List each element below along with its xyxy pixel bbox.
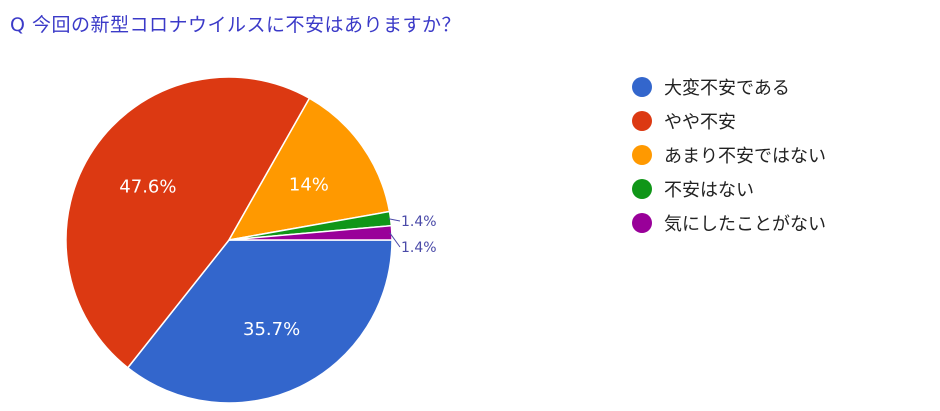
pie-slice [126, 239, 393, 404]
slice-label: 47.6% [119, 176, 176, 197]
legend-item: 不安はない [632, 172, 826, 206]
legend-swatch [632, 179, 652, 199]
legend-swatch [632, 111, 652, 131]
legend-swatch [632, 213, 652, 233]
chart-title: Q 今回の新型コロナウイルスに不安はありますか？ [10, 14, 461, 36]
legend: 大変不安である やや不安あまり不安ではない 不安はない気にしたことがない [632, 70, 826, 240]
slice-label-leader [388, 218, 401, 222]
legend-label: 気にしたことがない [664, 214, 826, 235]
legend-label: 不安はない [664, 180, 754, 201]
legend-label: あまり不安ではない [664, 146, 826, 167]
legend-swatch [632, 145, 652, 165]
legend-swatch [632, 77, 652, 97]
legend-item: 気にしたことがない [632, 206, 826, 240]
legend-item: やや不安 [632, 104, 826, 138]
pie-slice [227, 97, 391, 242]
slice-label: 14% [289, 175, 329, 196]
legend-item: 大変不安である [632, 70, 826, 104]
legend-label: やや不安 [664, 112, 736, 133]
slice-label-outside: 1.4% [401, 214, 437, 230]
legend-label: 大変不安である [664, 78, 790, 99]
pie-slice [228, 224, 393, 241]
pie-slice [65, 76, 311, 369]
pie-chart: 35.7% 47.6% 14% 1.4% 1.4% [65, 76, 437, 404]
slice-label: 35.7% [243, 319, 300, 340]
legend-item: あまり不安ではない [632, 138, 826, 172]
slice-label-outside: 1.4% [401, 240, 437, 256]
slice-label-leader [389, 232, 401, 248]
